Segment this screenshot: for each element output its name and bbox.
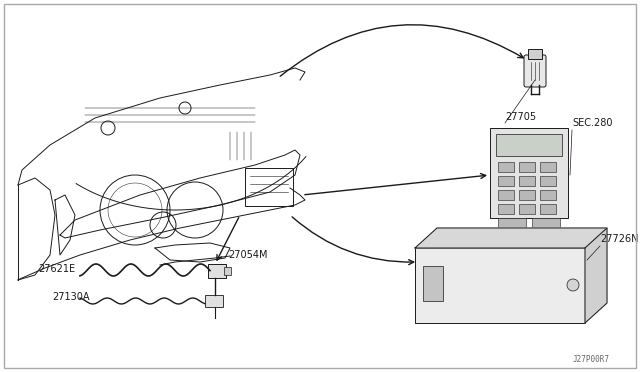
FancyBboxPatch shape bbox=[524, 55, 546, 87]
Bar bbox=[519, 190, 535, 200]
Bar bbox=[208, 264, 226, 278]
Bar bbox=[540, 204, 556, 214]
Text: 27054M: 27054M bbox=[228, 250, 268, 260]
Bar bbox=[490, 128, 568, 218]
Text: 27130A: 27130A bbox=[52, 292, 90, 302]
Bar bbox=[519, 204, 535, 214]
Bar bbox=[532, 218, 560, 228]
Bar bbox=[540, 190, 556, 200]
Bar bbox=[498, 176, 514, 186]
Bar bbox=[498, 204, 514, 214]
Text: 27726N: 27726N bbox=[600, 234, 639, 244]
Circle shape bbox=[567, 279, 579, 291]
Bar bbox=[498, 218, 526, 228]
Bar bbox=[496, 134, 562, 156]
Bar bbox=[423, 266, 443, 301]
Bar bbox=[245, 168, 293, 206]
Text: SEC.280: SEC.280 bbox=[572, 118, 612, 128]
Bar bbox=[540, 162, 556, 172]
Polygon shape bbox=[585, 228, 607, 323]
Bar bbox=[519, 162, 535, 172]
Bar bbox=[519, 176, 535, 186]
Text: 27705: 27705 bbox=[505, 112, 536, 122]
Bar bbox=[224, 267, 231, 275]
Bar bbox=[498, 162, 514, 172]
Bar bbox=[528, 49, 542, 59]
Text: 27621E: 27621E bbox=[38, 264, 75, 274]
Bar bbox=[540, 176, 556, 186]
Bar bbox=[498, 190, 514, 200]
Bar bbox=[205, 295, 223, 307]
Polygon shape bbox=[415, 228, 607, 248]
Polygon shape bbox=[415, 248, 585, 323]
Text: J27P00R7: J27P00R7 bbox=[573, 355, 610, 364]
